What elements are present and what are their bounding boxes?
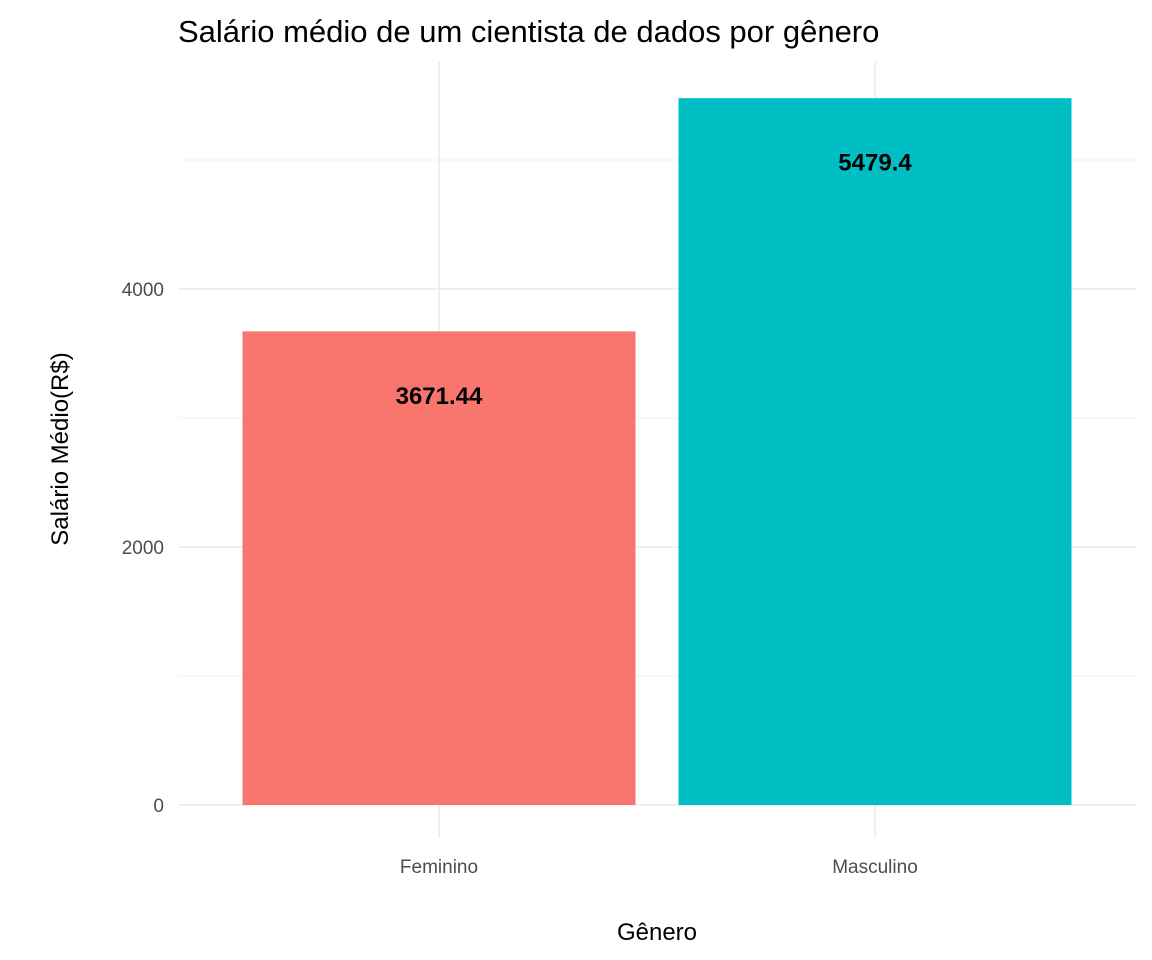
bar-masculino xyxy=(678,98,1072,805)
x-axis-tick-labels: Feminino Masculino xyxy=(400,857,918,878)
bars xyxy=(242,98,1072,805)
chart-title: Salário médio de um cientista de dados p… xyxy=(178,14,879,49)
bar-value-label: 5479.4 xyxy=(838,150,912,177)
y-tick-label: 4000 xyxy=(122,280,164,301)
y-axis-title: Salário Médio(R$) xyxy=(47,352,74,545)
bar-feminino xyxy=(242,331,636,805)
x-tick-label: Masculino xyxy=(832,857,918,878)
x-tick-label: Feminino xyxy=(400,857,478,878)
bar-value-label: 3671.44 xyxy=(396,383,483,410)
bar-value-labels: 3671.44 5479.4 xyxy=(396,150,913,410)
y-tick-label: 0 xyxy=(153,796,164,817)
y-tick-label: 2000 xyxy=(122,538,164,559)
y-axis-tick-labels: 0 2000 4000 xyxy=(122,280,164,817)
x-axis-title: Gênero xyxy=(617,919,697,946)
